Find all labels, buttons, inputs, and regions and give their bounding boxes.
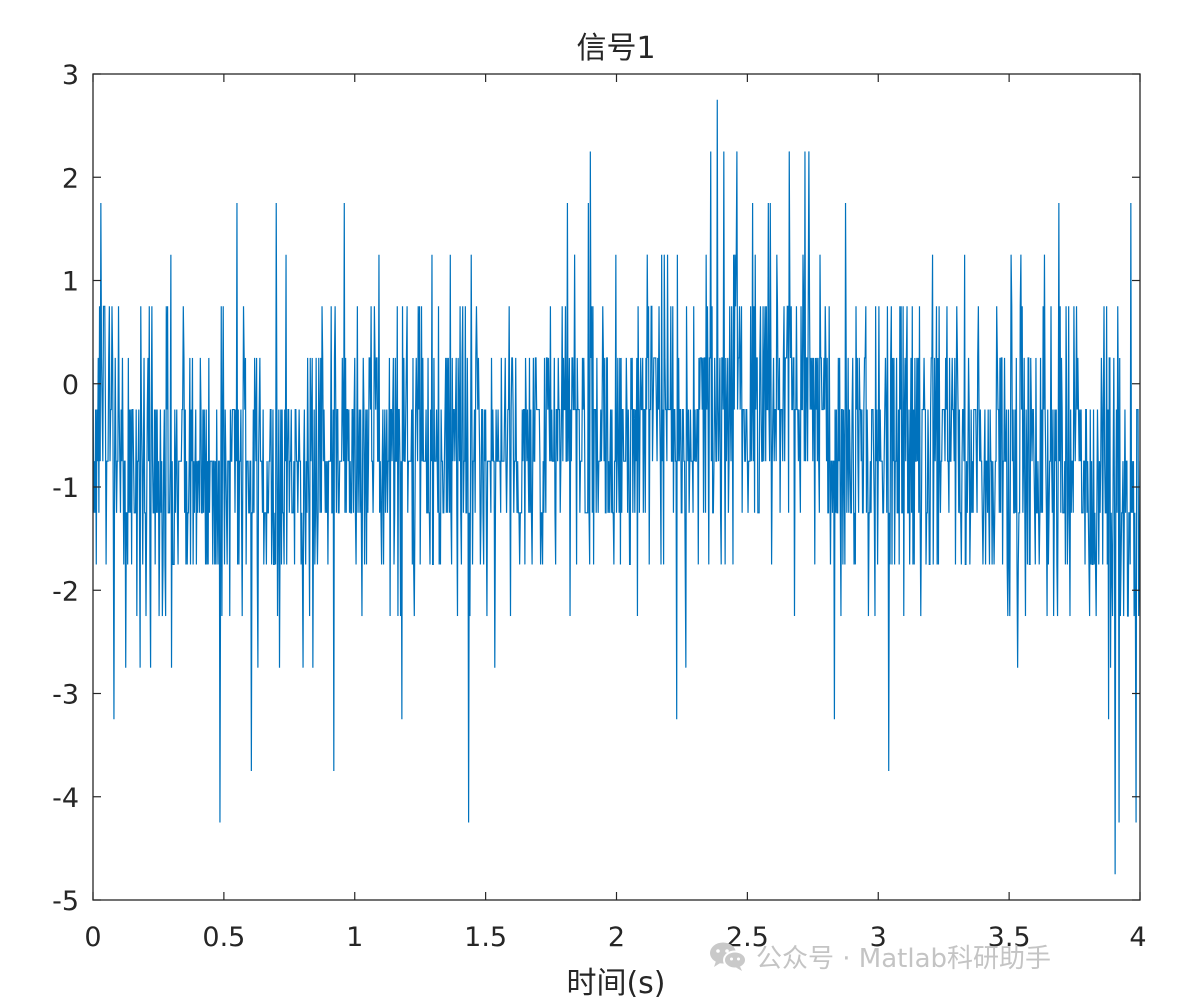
x-tick-label: 2: [608, 922, 625, 953]
x-tick-label: 1.5: [464, 922, 507, 953]
x-tick-label: 0.5: [202, 922, 245, 953]
y-tick-label: 2: [62, 163, 79, 194]
x-axis-label: 时间(s): [566, 966, 665, 1001]
series-line: [93, 99, 1140, 875]
x-tick-label: 0: [84, 922, 101, 953]
y-tick-label: -5: [52, 886, 79, 917]
plot-area: [93, 99, 1140, 875]
x-tick-label: 4: [1129, 922, 1146, 953]
x-tick-label: 1: [346, 922, 363, 953]
x-tick-label: 3: [870, 922, 887, 953]
y-tick-label: 0: [62, 370, 79, 401]
y-tick-label: -2: [52, 576, 79, 607]
watermark: 公众号 · Matlab科研助手: [708, 936, 1051, 976]
y-tick-label: 1: [62, 267, 79, 298]
y-tick-label: -3: [52, 680, 79, 711]
x-tick-label: 3.5: [988, 922, 1031, 953]
chart-title: 信号1: [576, 31, 655, 66]
wechat-icon: [708, 940, 748, 972]
y-tick-label: -1: [52, 473, 79, 504]
y-tick-label: 3: [62, 60, 79, 91]
watermark-text: 公众号 · Matlab科研助手: [756, 943, 1052, 974]
y-tick-label: -4: [52, 783, 79, 814]
